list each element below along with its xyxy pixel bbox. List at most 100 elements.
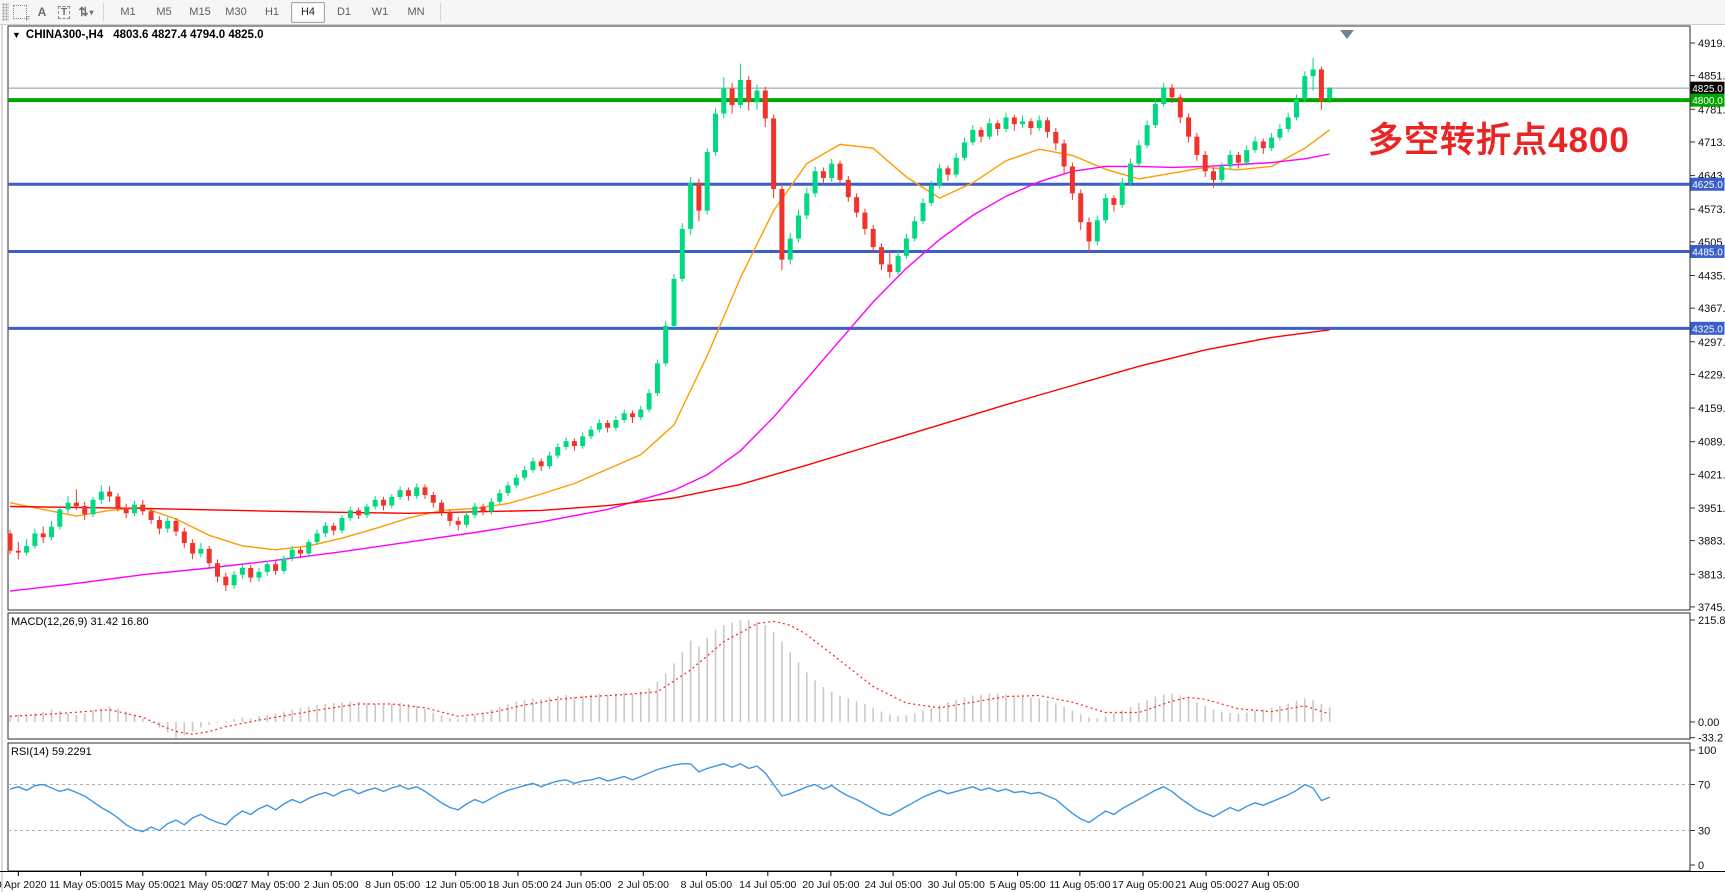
candle (1169, 87, 1175, 98)
candle (447, 512, 453, 521)
svg-text:70: 70 (1698, 780, 1710, 792)
candle (621, 413, 627, 421)
candle (820, 171, 826, 178)
candle (638, 409, 644, 418)
candle (1202, 154, 1208, 172)
candle (1103, 198, 1109, 221)
text-box-tool-icon[interactable]: T (53, 2, 75, 22)
svg-text:4781.0: 4781.0 (1698, 104, 1725, 116)
candle (505, 485, 511, 494)
candle (530, 461, 536, 471)
candle (215, 563, 220, 577)
candle (1294, 99, 1299, 118)
candle (439, 502, 445, 513)
svg-text:3813.0: 3813.0 (1698, 569, 1725, 581)
candle (1111, 198, 1117, 205)
price-tag-4325 (1690, 321, 1725, 335)
svg-text:4800.0: 4800.0 (1692, 96, 1723, 107)
candle (1244, 150, 1250, 163)
svg-text:3951.0: 3951.0 (1698, 503, 1725, 515)
arrange-objects-icon[interactable]: ⇅ ▾ (78, 5, 94, 19)
candle (356, 510, 362, 516)
svg-text:0: 0 (1698, 860, 1704, 872)
grid-glyph-icon (13, 5, 30, 23)
timeframe-button-W1[interactable]: W1 (371, 6, 389, 18)
timeframe-button-MN[interactable]: MN (407, 6, 425, 18)
crosshair-grid-icon[interactable] (9, 2, 31, 23)
timeframe-button-M30[interactable]: M30 (225, 6, 247, 18)
candle (123, 507, 129, 514)
candle (696, 182, 702, 211)
timeframe-button-H4[interactable]: H4 (291, 1, 325, 23)
price-axis[interactable]: 4919.04851.04781.04713.04643.04573.04505… (1690, 38, 1725, 872)
chart-title-collapse-icon[interactable]: ▼ (12, 30, 21, 40)
candle (40, 533, 46, 538)
candle (737, 79, 743, 105)
candle (513, 477, 519, 486)
candle (472, 506, 478, 516)
time-label: 24 Jun 05:00 (551, 879, 612, 891)
candle (854, 197, 860, 213)
candle (1161, 87, 1167, 105)
candle (339, 518, 345, 531)
candle (98, 491, 104, 500)
candle (671, 278, 677, 326)
candle (480, 506, 486, 512)
time-label: 24 Jul 05:00 (865, 879, 922, 891)
text-label-tool-icon[interactable]: A (37, 5, 47, 19)
candle (115, 496, 121, 508)
candle (547, 455, 552, 467)
timeframe-button-M1[interactable]: M1 (120, 6, 136, 18)
candle (82, 506, 88, 515)
candle (762, 90, 768, 119)
candle (90, 499, 96, 515)
candle (978, 129, 984, 137)
candle (231, 574, 237, 586)
candle (1219, 166, 1225, 180)
candle (887, 264, 893, 273)
svg-text:4435.0: 4435.0 (1698, 270, 1725, 282)
svg-text:4713.0: 4713.0 (1698, 137, 1725, 149)
candle (140, 504, 146, 512)
candle (812, 171, 818, 194)
timeframe-button-H1[interactable]: H1 (264, 6, 280, 18)
rsi-indicator-label: RSI(14) 59.2291 (11, 746, 92, 758)
candle (1277, 128, 1283, 138)
timeframe-button-M5[interactable]: M5 (156, 6, 172, 18)
candle (65, 502, 71, 510)
candle (397, 490, 403, 497)
candle (1045, 120, 1050, 132)
candle (49, 526, 54, 538)
candle (563, 441, 569, 447)
timeframe-button-M15[interactable]: M15 (189, 6, 211, 18)
candle (331, 525, 337, 531)
candle (605, 422, 611, 428)
time-label: 14 Jul 05:00 (739, 879, 796, 891)
candle (1003, 117, 1009, 129)
chart-shift-marker-icon[interactable] (1340, 30, 1354, 39)
toolbar-drag-handle[interactable] (2, 3, 9, 21)
dropdown-caret-icon[interactable]: ▾ (89, 7, 94, 17)
candle (555, 446, 561, 456)
candle (24, 545, 30, 553)
candle (1020, 121, 1026, 125)
candle (779, 189, 785, 260)
svg-text:4159.0: 4159.0 (1698, 403, 1725, 415)
timeframe-button-D1[interactable]: D1 (336, 6, 352, 18)
ma-medium-magenta (9, 153, 1330, 592)
candle (1252, 141, 1258, 151)
candle (306, 542, 312, 554)
candle (248, 568, 254, 578)
candle (1119, 182, 1125, 205)
price-tag-4825 (1690, 81, 1725, 95)
candle (571, 441, 577, 447)
candle (1211, 171, 1216, 180)
candle (862, 212, 868, 229)
candle (986, 123, 992, 137)
candle (389, 496, 395, 506)
svg-text:4229.0: 4229.0 (1698, 369, 1725, 381)
candle (132, 504, 137, 514)
